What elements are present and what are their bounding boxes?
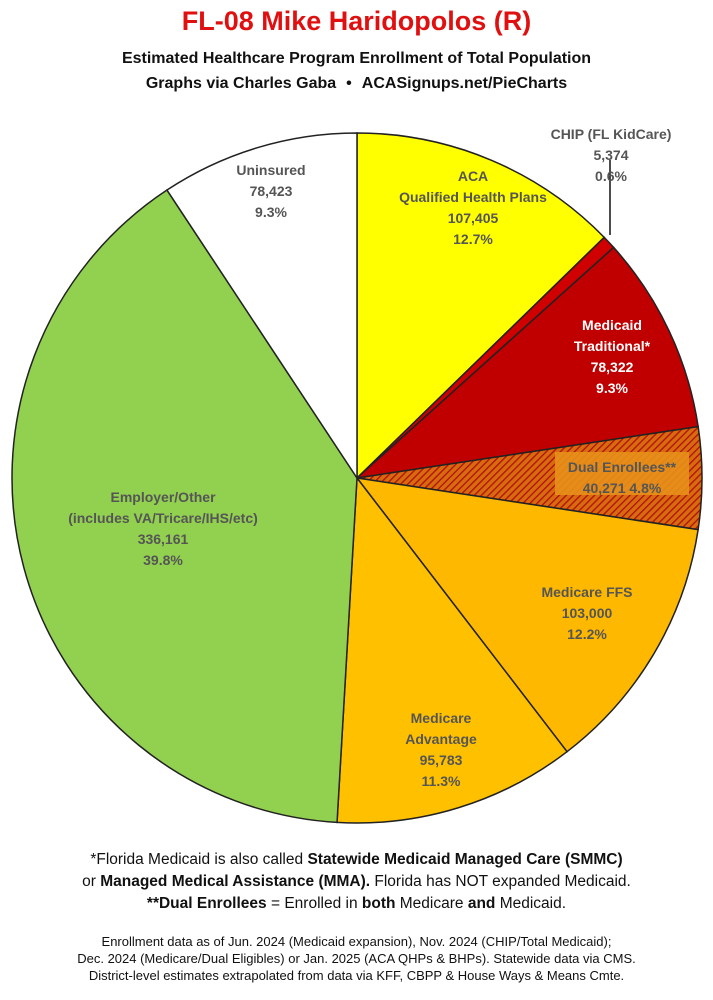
slice-label: Employer/Other — [110, 489, 216, 505]
source-url: ACASignups.net/PieCharts — [361, 75, 568, 92]
footnote-text: or — [82, 873, 101, 890]
footnote-line-1: *Florida Medicaid is also called Statewi… — [0, 849, 713, 871]
source-line-1: Enrollment data as of Jun. 2024 (Medicai… — [101, 934, 612, 949]
slice-label: 9.3% — [255, 204, 287, 220]
slice-label: 336,161 — [138, 531, 189, 547]
credit-text: Graphs via Charles Gaba — [145, 75, 337, 92]
slice-label: 11.3% — [422, 773, 461, 789]
slice-label: 39.8% — [143, 552, 183, 568]
pie-slice-aca — [356, 132, 606, 480]
slice-label: Medicare — [411, 710, 472, 726]
slice-label: 12.2% — [567, 626, 607, 642]
dual-enrollees-label-box — [555, 452, 689, 495]
footnote-text: Medicaid. — [495, 895, 567, 912]
slice-label: 5,374 — [593, 147, 628, 163]
slice-label: 12.7% — [453, 231, 493, 247]
pie-slice-medicare — [336, 475, 569, 824]
pie-slice-uninsured — [165, 132, 358, 481]
bullet-separator: • — [346, 75, 352, 92]
slice-label: Dual Enrollees** — [568, 459, 677, 475]
slice-label: 78,423 — [250, 183, 293, 199]
slice-label: 40,271 4.8% — [583, 480, 662, 496]
footnote-bold: **Dual Enrollees — [146, 895, 267, 912]
footnote-text: = Enrolled in — [266, 895, 362, 912]
slice-label: Uninsured — [236, 162, 305, 178]
pie-chart: ACA Qualified Health Plans 107,405 12.7% CHI… — [11, 126, 703, 824]
chart-credit-line: Graphs via Charles Gaba • ACASignups.net/P… — [0, 75, 713, 93]
footnote-text: *Florida Medicaid is also called — [90, 851, 308, 868]
slice-label: Medicare FFS — [541, 584, 632, 600]
slice-label: (includes VA/Tricare/IHS/etc) — [68, 510, 258, 526]
footnote-bold: both — [361, 895, 396, 912]
source-line-2: Dec. 2024 (Medicare/Dual Eligibles) or J… — [77, 951, 636, 966]
slice-label: 107,405 — [448, 210, 499, 226]
chart-title: FL-08 Mike Haridopolos (R) — [181, 6, 532, 36]
footnote-bold: and — [467, 895, 496, 912]
pie-slice-medicare-ffs — [355, 476, 699, 753]
slice-label: Qualified Health Plans — [399, 189, 547, 205]
footnotes: *Florida Medicaid is also called Statewi… — [0, 849, 713, 915]
slice-label: Advantage — [405, 731, 477, 747]
source-line-3: District-level estimates extrapolated fr… — [88, 968, 625, 983]
slice-label: 0.6% — [595, 168, 627, 184]
footnote-line-2: or Managed Medical Assistance (MMA). Flo… — [0, 871, 713, 893]
footnote-text: Medicare — [395, 895, 468, 912]
slice-label: ACA — [458, 168, 488, 184]
slice-label: Medicaid — [582, 317, 642, 333]
footnote-line-3: **Dual Enrollees = Enrolled in both Medi… — [0, 893, 713, 915]
slice-label: 103,000 — [562, 605, 613, 621]
slice-label: 78,322 — [591, 359, 634, 375]
pie-slice-medicaid — [354, 246, 700, 480]
slice-label: 9.3% — [596, 380, 628, 396]
chart-subtitle: Estimated Healthcare Program Enrollment … — [121, 50, 592, 67]
footnote-bold: Managed Medical Assistance (MMA). — [100, 873, 371, 890]
footnote-text: Florida has NOT expanded Medicaid. — [370, 873, 631, 890]
slice-label: Traditional* — [574, 338, 651, 354]
footnote-bold: Statewide Medicaid Managed Care (SMMC) — [307, 851, 623, 868]
slice-label: CHIP (FL KidCare) — [551, 126, 672, 142]
slice-label: 95,783 — [420, 752, 463, 768]
data-sources: Enrollment data as of Jun. 2024 (Medicai… — [0, 933, 713, 984]
